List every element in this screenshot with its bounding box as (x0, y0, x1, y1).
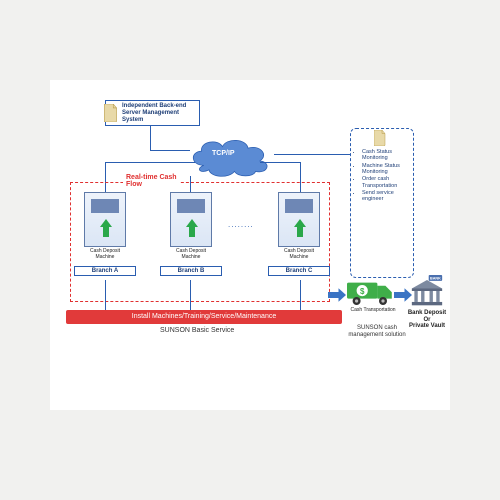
service-item: Cash Status Monitoring (362, 149, 410, 162)
server-title-l3: System (122, 117, 195, 124)
server-mgmt-box: Independent Back-end Server Management S… (105, 100, 200, 126)
bank-icon: BANK (410, 275, 444, 307)
branch-b-label: Branch B (160, 266, 222, 276)
machine-a: Cash Deposit Machine (84, 192, 126, 261)
line-c-to-bar (300, 280, 301, 310)
mgmt-caption: SUNSON cash management solution (348, 325, 406, 338)
machine-cap-l2: Machine (170, 255, 212, 261)
services-list: Cash Status Monitoring Machine Status Mo… (354, 149, 410, 203)
bank-cap-l1: Bank Deposit (402, 310, 452, 317)
realtime-title: Real-time Cash Flow (123, 174, 180, 188)
basic-service-label: SUNSON Basic Service (160, 327, 234, 334)
machine-cap-l2: Machine (84, 255, 126, 261)
mgmt-l2: management solution (348, 332, 406, 339)
arrow-right-icon (328, 288, 346, 302)
bank-cap-l2: Or (402, 317, 452, 324)
svg-text:BANK: BANK (430, 277, 441, 281)
arrow-up-icon (294, 219, 306, 237)
diagram-stage: Independent Back-end Server Management S… (50, 80, 450, 410)
line-server-down (150, 126, 151, 150)
dots: ........ (228, 220, 254, 229)
truck-caption: Cash Transportation (347, 308, 399, 314)
line-cloud-to-services (274, 154, 350, 155)
arrow-up-icon (100, 219, 112, 237)
server-title-l2: Server Management (122, 110, 195, 117)
service-item: Machine Status Monitoring (362, 163, 410, 176)
mgmt-l1: SUNSON cash (348, 325, 406, 332)
svg-text:$: $ (360, 287, 365, 296)
line-server-to-cloud (150, 150, 190, 151)
bank-cap-l3: Private Vault (402, 323, 452, 330)
cash-truck-icon: $ (347, 280, 395, 306)
line-bus-left (105, 162, 195, 163)
line-b-to-bar (190, 280, 191, 310)
branch-a-label: Branch A (74, 266, 136, 276)
services-box: Cash Status Monitoring Machine Status Mo… (350, 128, 414, 278)
service-item: Send service engineer (362, 190, 410, 203)
line-bus-right (260, 162, 300, 163)
install-bar: Install Machines/Training/Service/Mainte… (66, 310, 342, 324)
line-a-to-bar (105, 280, 106, 310)
service-item: Order cash Transportation (362, 176, 410, 189)
machine-cap-l2: Machine (278, 255, 320, 261)
arrow-up-icon (186, 219, 198, 237)
services-file-icon (374, 130, 386, 146)
server-title-l1: Independent Back-end (122, 103, 195, 110)
machine-b: Cash Deposit Machine (170, 192, 212, 261)
cloud-label: TCP/IP (212, 150, 235, 157)
bank-caption: Bank Deposit Or Private Vault (402, 310, 452, 330)
server-file-icon (104, 104, 118, 122)
realtime-l1: Real-time Cash (126, 174, 177, 181)
machine-c: Cash Deposit Machine (278, 192, 320, 261)
realtime-l2: Flow (126, 181, 177, 188)
branch-c-label: Branch C (268, 266, 330, 276)
